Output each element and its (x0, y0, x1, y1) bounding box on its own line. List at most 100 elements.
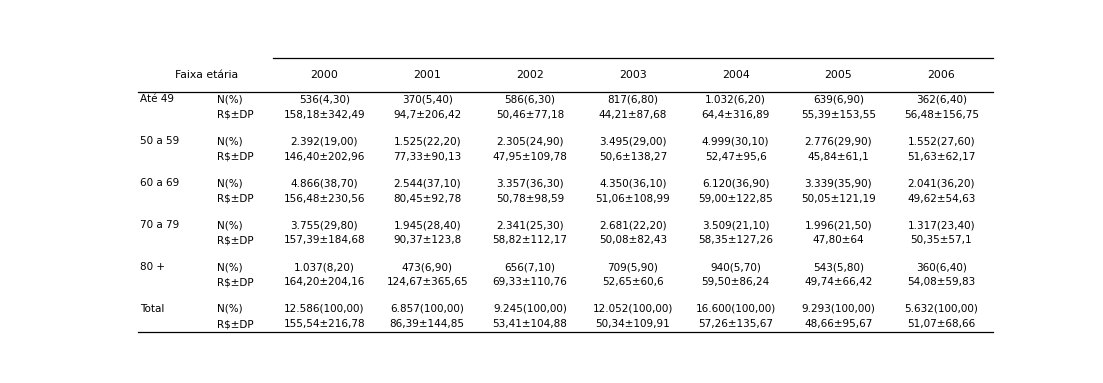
Text: R$±DP: R$±DP (216, 277, 254, 287)
Text: 51,63±62,17: 51,63±62,17 (907, 152, 975, 162)
Text: 51,07±68,66: 51,07±68,66 (907, 319, 975, 329)
Text: 94,7±206,42: 94,7±206,42 (393, 110, 461, 120)
Text: R$±DP: R$±DP (216, 193, 254, 203)
Text: 58,35±127,26: 58,35±127,26 (698, 236, 773, 246)
Text: 3.509(21,10): 3.509(21,10) (702, 220, 770, 230)
Text: 80,45±92,78: 80,45±92,78 (393, 193, 461, 203)
Text: 47,95±109,78: 47,95±109,78 (493, 152, 567, 162)
Text: 940(5,70): 940(5,70) (710, 262, 761, 272)
Text: 56,48±156,75: 56,48±156,75 (903, 110, 978, 120)
Text: 50 a 59: 50 a 59 (140, 136, 180, 146)
Text: R$±DP: R$±DP (216, 152, 254, 162)
Text: 1.996(21,50): 1.996(21,50) (805, 220, 872, 230)
Text: 4.350(36,10): 4.350(36,10) (599, 178, 666, 188)
Text: 1.032(6,20): 1.032(6,20) (705, 94, 767, 104)
Text: 2.544(37,10): 2.544(37,10) (394, 178, 461, 188)
Text: 3.339(35,90): 3.339(35,90) (805, 178, 872, 188)
Text: 69,33±110,76: 69,33±110,76 (493, 277, 567, 287)
Text: 2006: 2006 (928, 70, 955, 80)
Text: 2003: 2003 (619, 70, 646, 80)
Text: 2.681(22,20): 2.681(22,20) (599, 220, 666, 230)
Text: R$±DP: R$±DP (216, 319, 254, 329)
Text: 146,40±202,96: 146,40±202,96 (283, 152, 365, 162)
Text: 70 a 79: 70 a 79 (140, 220, 180, 230)
Text: 656(7,10): 656(7,10) (504, 262, 556, 272)
Text: 2.392(19,00): 2.392(19,00) (290, 136, 358, 146)
Text: 3.495(29,00): 3.495(29,00) (599, 136, 666, 146)
Text: 50,08±82,43: 50,08±82,43 (599, 236, 667, 246)
Text: R$±DP: R$±DP (216, 236, 254, 246)
Text: 2.305(24,90): 2.305(24,90) (496, 136, 564, 146)
Text: 1.317(23,40): 1.317(23,40) (908, 220, 975, 230)
Text: 543(5,80): 543(5,80) (813, 262, 864, 272)
Text: 77,33±90,13: 77,33±90,13 (393, 152, 461, 162)
Text: 57,26±135,67: 57,26±135,67 (698, 319, 773, 329)
Text: 50,05±121,19: 50,05±121,19 (801, 193, 876, 203)
Text: 55,39±153,55: 55,39±153,55 (801, 110, 876, 120)
Text: 6.857(100,00): 6.857(100,00) (390, 304, 464, 314)
Text: 158,18±342,49: 158,18±342,49 (283, 110, 365, 120)
Text: 50,46±77,18: 50,46±77,18 (496, 110, 564, 120)
Text: 709(5,90): 709(5,90) (608, 262, 658, 272)
Text: 2005: 2005 (825, 70, 853, 80)
Text: 1.945(28,40): 1.945(28,40) (394, 220, 461, 230)
Text: 2.341(25,30): 2.341(25,30) (496, 220, 564, 230)
Text: 64,4±316,89: 64,4±316,89 (702, 110, 770, 120)
Text: 1.552(27,60): 1.552(27,60) (908, 136, 975, 146)
Text: 156,48±230,56: 156,48±230,56 (283, 193, 365, 203)
Text: 44,21±87,68: 44,21±87,68 (599, 110, 667, 120)
Text: 52,47±95,6: 52,47±95,6 (705, 152, 767, 162)
Text: 50,35±57,1: 50,35±57,1 (910, 236, 972, 246)
Text: 54,08±59,83: 54,08±59,83 (907, 277, 975, 287)
Text: 817(6,80): 817(6,80) (608, 94, 658, 104)
Text: 58,82±112,17: 58,82±112,17 (493, 236, 568, 246)
Text: 86,39±144,85: 86,39±144,85 (389, 319, 464, 329)
Text: 362(6,40): 362(6,40) (915, 94, 967, 104)
Text: 4.999(30,10): 4.999(30,10) (702, 136, 770, 146)
Text: 473(6,90): 473(6,90) (401, 262, 452, 272)
Text: 1.037(8,20): 1.037(8,20) (293, 262, 355, 272)
Text: 53,41±104,88: 53,41±104,88 (493, 319, 567, 329)
Text: 47,80±64: 47,80±64 (813, 236, 865, 246)
Text: 80 +: 80 + (140, 262, 165, 272)
Text: 164,20±204,16: 164,20±204,16 (283, 277, 365, 287)
Text: N(%): N(%) (216, 178, 243, 188)
Text: 2.041(36,20): 2.041(36,20) (908, 178, 975, 188)
Text: 50,34±109,91: 50,34±109,91 (596, 319, 671, 329)
Text: 12.586(100,00): 12.586(100,00) (285, 304, 365, 314)
Text: 51,06±108,99: 51,06±108,99 (596, 193, 671, 203)
Text: Total: Total (140, 304, 164, 314)
Text: 50,78±98,59: 50,78±98,59 (496, 193, 564, 203)
Text: 157,39±184,68: 157,39±184,68 (283, 236, 365, 246)
Text: 90,37±123,8: 90,37±123,8 (393, 236, 461, 246)
Text: 5.632(100,00): 5.632(100,00) (904, 304, 978, 314)
Text: Até 49: Até 49 (140, 94, 174, 104)
Text: Faixa etária: Faixa etária (175, 70, 238, 80)
Text: 2000: 2000 (310, 70, 339, 80)
Text: 45,84±61,1: 45,84±61,1 (807, 152, 869, 162)
Text: 586(6,30): 586(6,30) (504, 94, 556, 104)
Text: 50,6±138,27: 50,6±138,27 (599, 152, 667, 162)
Text: 52,65±60,6: 52,65±60,6 (602, 277, 664, 287)
Text: 360(6,40): 360(6,40) (915, 262, 966, 272)
Text: 3.357(36,30): 3.357(36,30) (496, 178, 564, 188)
Text: R$±DP: R$±DP (216, 110, 254, 120)
Text: 6.120(36,90): 6.120(36,90) (702, 178, 770, 188)
Text: 49,74±66,42: 49,74±66,42 (804, 277, 872, 287)
Text: 536(4,30): 536(4,30) (299, 94, 350, 104)
Text: 12.052(100,00): 12.052(100,00) (592, 304, 673, 314)
Text: 3.755(29,80): 3.755(29,80) (290, 220, 358, 230)
Text: 9.293(100,00): 9.293(100,00) (802, 304, 876, 314)
Text: N(%): N(%) (216, 262, 243, 272)
Text: N(%): N(%) (216, 136, 243, 146)
Text: N(%): N(%) (216, 94, 243, 104)
Text: 59,50±86,24: 59,50±86,24 (702, 277, 770, 287)
Text: 4.866(38,70): 4.866(38,70) (290, 178, 358, 188)
Text: 639(6,90): 639(6,90) (813, 94, 864, 104)
Text: N(%): N(%) (216, 220, 243, 230)
Text: 2.776(29,90): 2.776(29,90) (805, 136, 872, 146)
Text: 1.525(22,20): 1.525(22,20) (394, 136, 461, 146)
Text: 60 a 69: 60 a 69 (140, 178, 180, 188)
Text: 16.600(100,00): 16.600(100,00) (696, 304, 775, 314)
Text: 9.245(100,00): 9.245(100,00) (493, 304, 567, 314)
